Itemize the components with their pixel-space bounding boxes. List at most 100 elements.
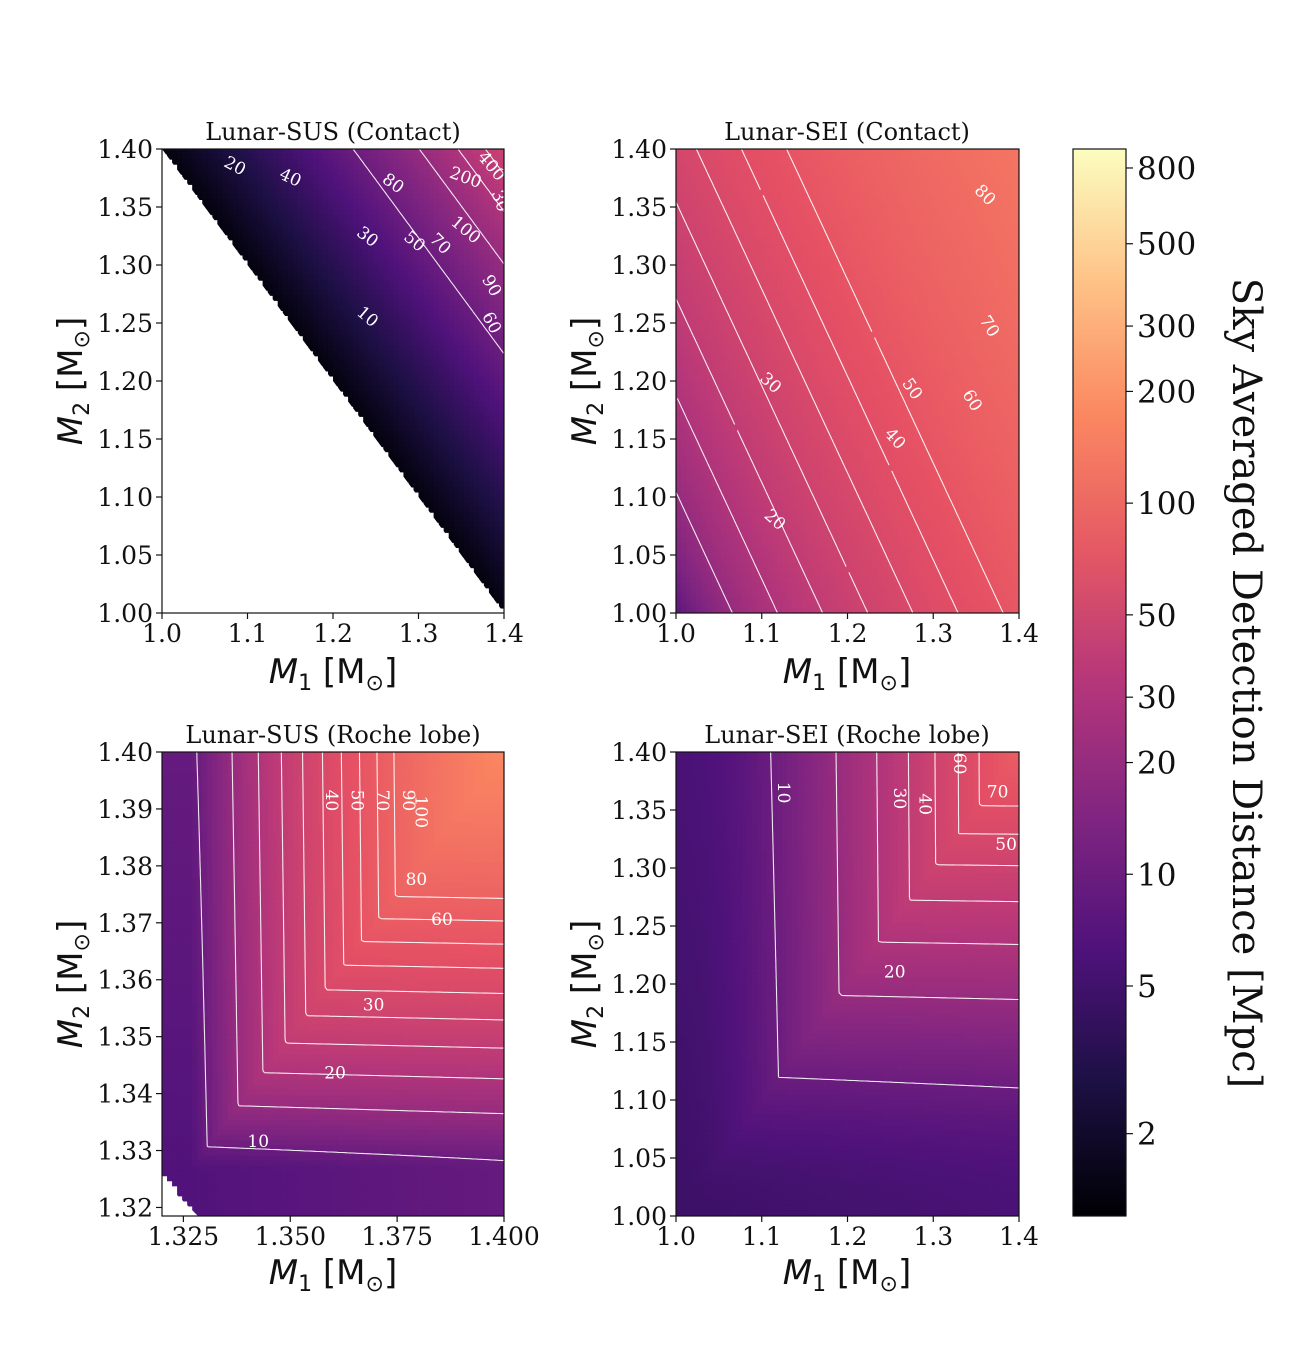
heatmap-cell — [468, 522, 475, 528]
heatmap-cell — [493, 577, 500, 584]
heatmap-cell — [458, 391, 465, 397]
heatmap-cell — [327, 290, 334, 296]
heatmap-cell — [741, 461, 748, 468]
heatmap-cell — [751, 360, 758, 367]
heatmap-cell — [756, 552, 763, 559]
heatmap-cell — [403, 244, 410, 251]
heatmap-cell — [257, 229, 264, 236]
heatmap-cell — [716, 184, 722, 190]
heatmap-cell — [287, 320, 294, 327]
heatmap-cell — [408, 456, 415, 463]
heatmap-cell — [761, 451, 768, 458]
heatmap-cell — [393, 270, 399, 276]
heatmap-cell — [498, 577, 504, 584]
heatmap-cell — [493, 542, 500, 549]
heatmap-cell — [756, 431, 763, 438]
heatmap-cell — [458, 542, 465, 549]
heatmap-cell — [353, 184, 359, 190]
heatmap-cell — [423, 335, 430, 342]
heatmap-cell — [317, 360, 324, 367]
heatmap-cell — [766, 199, 773, 206]
heatmap-cell — [378, 164, 384, 170]
heatmap-cell — [706, 527, 712, 533]
heatmap-cell — [247, 159, 254, 165]
heatmap-cell — [453, 229, 460, 236]
heatmap-cell — [418, 244, 425, 251]
heatmap-cell — [498, 491, 504, 498]
heatmap-cell — [686, 481, 692, 488]
heatmap-cell — [488, 587, 495, 594]
heatmap-cell — [363, 275, 369, 281]
heatmap-cell — [766, 461, 773, 468]
heatmap-cell — [756, 532, 763, 538]
heatmap-cell — [478, 224, 485, 231]
heatmap-cell — [468, 254, 475, 261]
heatmap-cell — [746, 295, 753, 301]
heatmap-cell — [701, 370, 707, 377]
heatmap-cell — [358, 199, 364, 206]
heatmap-cell — [343, 386, 349, 392]
heatmap-cell — [746, 532, 753, 538]
heatmap-cell — [227, 159, 234, 165]
heatmap-cell — [741, 597, 748, 604]
heatmap-cell — [731, 164, 738, 170]
heatmap-cell — [418, 280, 425, 286]
heatmap-cell — [681, 275, 687, 281]
heatmap-cell — [443, 174, 450, 180]
heatmap-cell — [393, 300, 399, 306]
heatmap-cell — [343, 239, 349, 246]
heatmap-cell — [438, 204, 445, 211]
heatmap-cell — [716, 244, 722, 251]
heatmap-cell — [473, 330, 480, 337]
heatmap-cell — [691, 456, 697, 463]
heatmap-cell — [731, 386, 738, 392]
heatmap-cell — [696, 401, 702, 407]
heatmap-cell — [458, 249, 465, 256]
heatmap-cell — [463, 259, 470, 266]
heatmap-cell — [483, 522, 490, 528]
heatmap-cell — [746, 275, 753, 281]
heatmap-cell — [498, 471, 504, 478]
heatmap-cell — [483, 582, 490, 589]
heatmap-cell — [413, 194, 420, 201]
heatmap-cell — [217, 154, 223, 160]
heatmap-cell — [458, 305, 465, 311]
heatmap-cell — [458, 340, 465, 347]
heatmap-cell — [736, 345, 743, 352]
heatmap-cell — [483, 532, 490, 538]
heatmap-cell — [413, 239, 420, 246]
heatmap-cell — [197, 189, 203, 195]
heatmap-cell — [756, 522, 763, 528]
heatmap-cell — [428, 174, 435, 180]
heatmap-cell — [458, 224, 465, 231]
x-tick-label: 1.3 — [399, 619, 439, 648]
heatmap-cell — [478, 557, 485, 564]
heatmap-cell — [756, 229, 763, 236]
heatmap-cell — [428, 194, 435, 201]
heatmap-cell — [207, 199, 213, 206]
heatmap-cell — [267, 149, 274, 155]
heatmap-cell — [262, 280, 269, 286]
heatmap-cell — [721, 396, 728, 402]
heatmap-cell — [433, 285, 440, 291]
heatmap-cell — [438, 350, 445, 357]
heatmap-cell — [498, 386, 504, 392]
heatmap-cell — [453, 275, 460, 281]
heatmap-cell — [473, 280, 480, 286]
heatmap-cell — [751, 582, 758, 589]
heatmap-cell — [493, 381, 500, 387]
heatmap-cell — [423, 411, 430, 417]
heatmap-cell — [736, 537, 743, 543]
heatmap-cell — [681, 441, 687, 448]
heatmap-cell — [498, 295, 504, 301]
heatmap-cell — [706, 446, 712, 453]
heatmap-cell — [358, 174, 364, 180]
heatmap — [676, 149, 1019, 613]
heatmap-cell — [676, 552, 682, 559]
heatmap-cell — [696, 199, 702, 206]
heatmap-cell — [493, 350, 500, 357]
heatmap-cell — [483, 320, 490, 327]
heatmap-cell — [348, 219, 354, 226]
heatmap-cell — [746, 436, 753, 443]
heatmap-cell — [721, 365, 728, 372]
